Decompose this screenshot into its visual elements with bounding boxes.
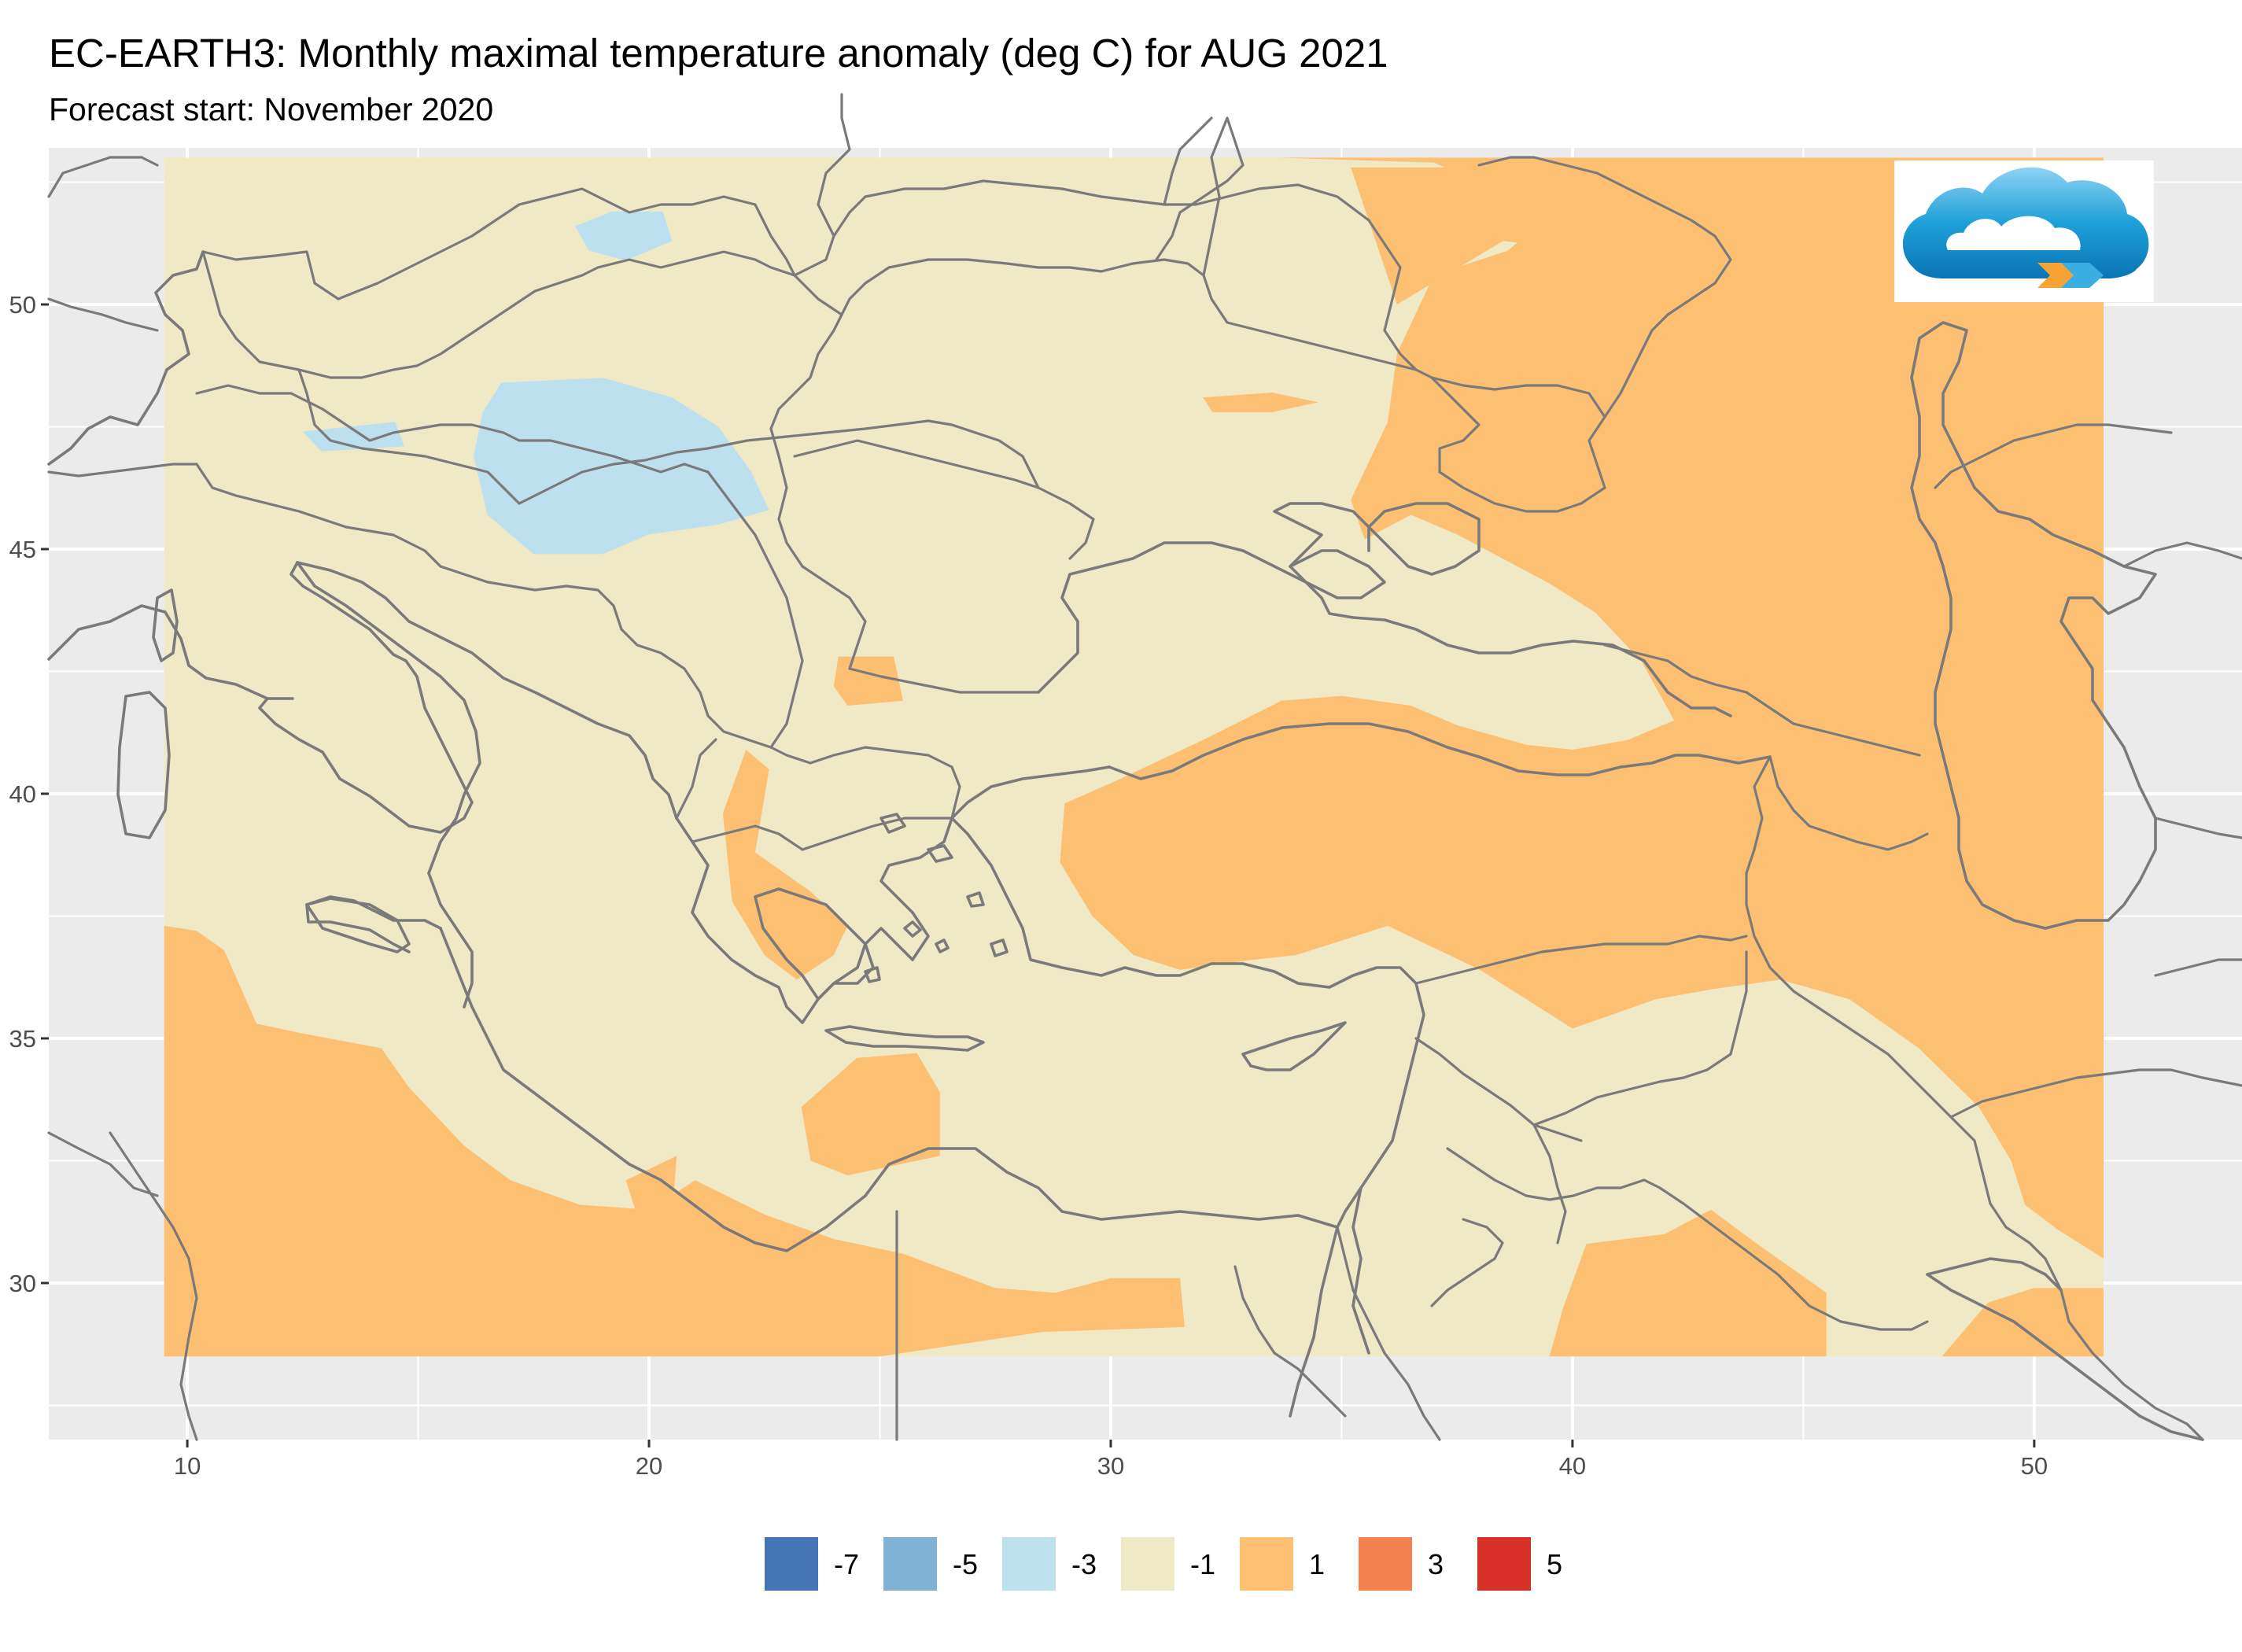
legend-label: 1 bbox=[1309, 1548, 1325, 1580]
legend-swatch bbox=[765, 1537, 818, 1591]
legend-label: -1 bbox=[1190, 1548, 1215, 1580]
legend-label: -7 bbox=[834, 1548, 859, 1580]
legend-label: 5 bbox=[1547, 1548, 1562, 1580]
legend-swatch bbox=[1477, 1537, 1531, 1591]
legend-label: -5 bbox=[953, 1548, 978, 1580]
x-axis-ticks: 10 20 30 40 50 bbox=[174, 1440, 2048, 1480]
legend-swatch bbox=[1359, 1537, 1412, 1591]
x-tick-label: 10 bbox=[174, 1452, 201, 1480]
map-title: EC-EARTH3: Monthly maximal temperature a… bbox=[49, 31, 1388, 76]
legend-swatch bbox=[1121, 1537, 1174, 1591]
legend-swatch bbox=[1002, 1537, 1056, 1591]
anomaly-region-1 bbox=[722, 750, 848, 980]
y-tick-label: 45 bbox=[9, 536, 36, 563]
y-tick-label: 50 bbox=[9, 291, 36, 319]
y-tick-label: 35 bbox=[9, 1025, 36, 1053]
anomaly-region-1 bbox=[1351, 167, 1619, 304]
country-borders bbox=[47, 93, 2242, 1441]
y-axis-ticks: 30 35 40 45 50 bbox=[9, 291, 49, 1297]
x-tick-label: 50 bbox=[2021, 1452, 2048, 1480]
x-tick-label: 40 bbox=[1559, 1452, 1586, 1480]
anomaly-region--3 bbox=[474, 378, 769, 555]
legend-label: 3 bbox=[1428, 1548, 1444, 1580]
x-tick-label: 20 bbox=[636, 1452, 662, 1480]
anomaly-region-1 bbox=[833, 656, 903, 706]
anomaly-region--3 bbox=[302, 422, 404, 452]
anomaly-region-1 bbox=[1203, 393, 1319, 412]
legend-swatch bbox=[883, 1537, 937, 1591]
legend-swatch bbox=[1240, 1537, 1293, 1591]
legend: -7 -5 -3 -1 1 3 5 bbox=[765, 1537, 1562, 1591]
map-subtitle: Forecast start: November 2020 bbox=[49, 91, 494, 127]
anomaly-field bbox=[164, 157, 2104, 1357]
y-tick-label: 30 bbox=[9, 1270, 36, 1297]
anomaly-region--3 bbox=[575, 211, 673, 261]
anomaly-region-1 bbox=[164, 925, 1185, 1357]
anomaly-region-1 bbox=[801, 1053, 940, 1176]
anomaly-region-1 bbox=[1060, 157, 2104, 1357]
x-tick-label: 30 bbox=[1097, 1452, 1124, 1480]
y-tick-label: 40 bbox=[9, 780, 36, 808]
cloud-logo bbox=[1894, 160, 2154, 302]
legend-label: -3 bbox=[1071, 1548, 1097, 1580]
anomaly-region-1 bbox=[625, 1156, 677, 1225]
